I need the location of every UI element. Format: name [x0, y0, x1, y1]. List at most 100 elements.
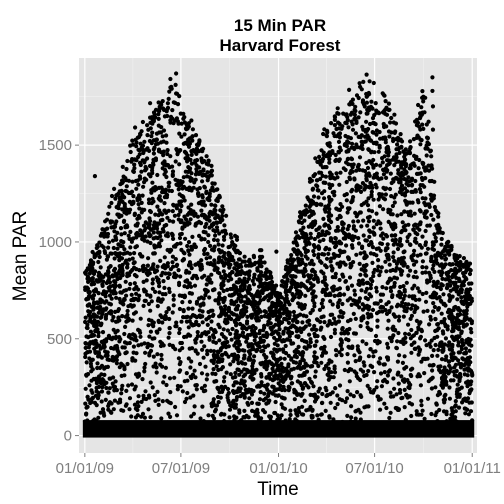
data-point [417, 227, 422, 232]
data-point [413, 236, 418, 241]
data-point [312, 331, 317, 336]
data-point [97, 307, 103, 312]
data-point [269, 361, 274, 367]
data-point [209, 163, 214, 168]
data-point [387, 309, 392, 315]
data-point [445, 310, 451, 315]
data-point [168, 120, 173, 125]
data-point [403, 147, 408, 152]
data-point [260, 254, 265, 259]
data-point [135, 374, 140, 379]
data-point [177, 235, 183, 241]
data-point [467, 348, 472, 353]
data-point [234, 280, 239, 285]
data-point [131, 169, 136, 174]
data-point [132, 211, 137, 216]
data-point [172, 271, 177, 276]
data-point [251, 376, 256, 382]
data-point [197, 139, 202, 144]
data-point [207, 218, 212, 223]
data-point [99, 372, 104, 377]
data-point [143, 389, 148, 394]
data-point [128, 207, 133, 212]
data-point [191, 148, 196, 153]
data-point [167, 272, 172, 277]
data-point [231, 359, 236, 364]
data-point [421, 309, 426, 314]
data-point [259, 372, 264, 377]
data-point [164, 310, 169, 315]
data-point [94, 418, 99, 423]
data-point [95, 279, 100, 284]
data-point [142, 365, 147, 370]
data-point [413, 188, 418, 193]
data-point [161, 149, 166, 154]
data-point [317, 239, 322, 244]
data-point [421, 94, 426, 99]
data-point [388, 390, 393, 395]
data-point [417, 157, 422, 163]
data-point [97, 240, 102, 245]
data-point [349, 302, 354, 307]
data-point [141, 223, 147, 228]
data-point [269, 332, 274, 337]
data-point [170, 116, 175, 121]
data-point [374, 222, 379, 227]
data-point [246, 290, 251, 295]
data-point [331, 288, 336, 293]
data-point [153, 115, 158, 120]
data-point [205, 178, 210, 183]
data-point [433, 235, 438, 240]
data-point [327, 319, 332, 324]
data-point [222, 295, 227, 300]
data-point [159, 352, 164, 358]
data-point [455, 394, 460, 399]
data-point [388, 410, 393, 415]
data-point [431, 196, 436, 201]
data-point [172, 213, 177, 218]
data-point [256, 415, 261, 420]
data-point [371, 80, 376, 86]
data-point [165, 264, 170, 269]
data-point [251, 282, 257, 287]
data-point [251, 388, 256, 394]
data-point [165, 420, 170, 425]
data-point [357, 81, 362, 86]
data-point [257, 397, 263, 402]
data-point [395, 293, 400, 298]
data-point [413, 222, 418, 227]
data-point [124, 388, 129, 393]
data-point [246, 276, 251, 281]
data-point [303, 268, 308, 274]
data-point [369, 160, 374, 165]
data-point [365, 423, 370, 428]
data-point [235, 345, 240, 350]
data-point [433, 239, 439, 244]
data-point [357, 210, 363, 215]
data-point [447, 244, 452, 249]
data-point [368, 138, 373, 143]
data-point [461, 256, 466, 261]
data-point [468, 409, 474, 414]
data-point [187, 252, 192, 257]
data-point [287, 417, 292, 422]
data-point [449, 343, 454, 348]
data-point [148, 218, 153, 224]
data-point [140, 147, 145, 153]
data-point [405, 430, 410, 435]
data-point [174, 116, 179, 121]
data-point [425, 278, 430, 283]
data-point [453, 409, 458, 414]
data-point [412, 340, 417, 345]
data-point [237, 342, 242, 347]
data-point [182, 115, 187, 120]
data-point [453, 280, 458, 285]
data-point [282, 388, 287, 393]
data-point [344, 144, 349, 149]
data-point [423, 196, 428, 201]
data-point [342, 367, 347, 373]
data-point [328, 259, 333, 264]
data-point [334, 353, 339, 358]
data-point [91, 271, 97, 276]
data-point [168, 154, 173, 159]
